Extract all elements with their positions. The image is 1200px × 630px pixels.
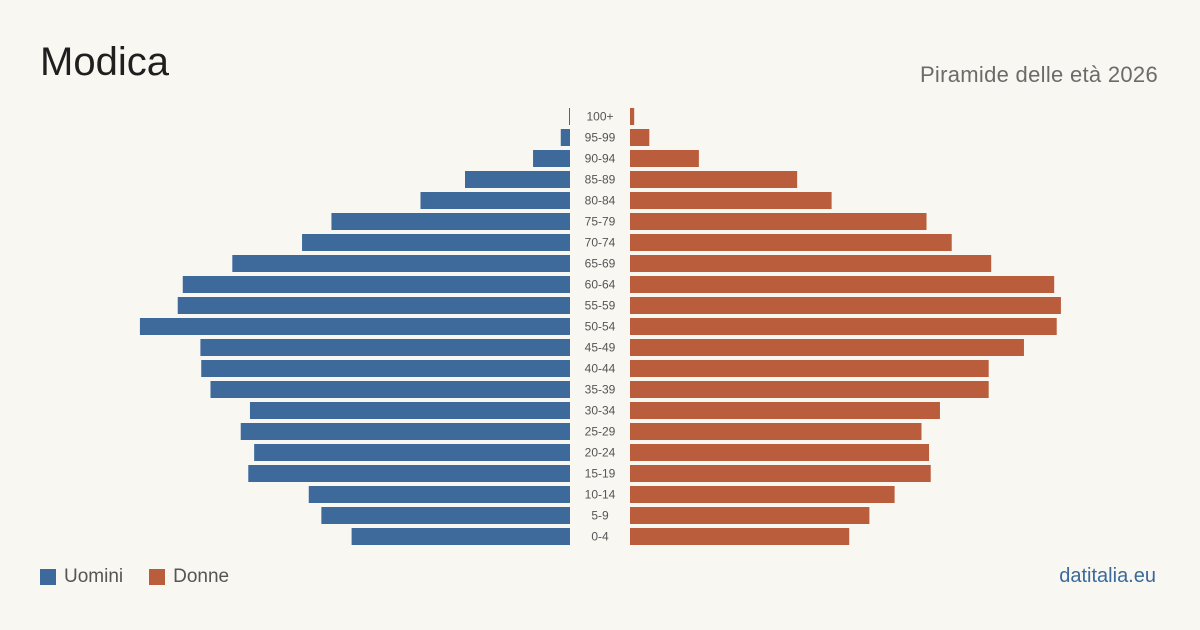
source-link[interactable]: datitalia.eu <box>1059 565 1156 587</box>
age-label-30-34: 30-34 <box>585 404 616 418</box>
bar-women-55-59 <box>630 297 1061 314</box>
legend-label-women: Donne <box>173 566 230 587</box>
bar-women-50-54 <box>630 318 1057 335</box>
bar-men-80-84 <box>420 192 570 209</box>
age-label-50-54: 50-54 <box>585 320 616 334</box>
age-label-95-99: 95-99 <box>585 131 616 145</box>
bar-women-15-19 <box>630 465 931 482</box>
bar-men-20-24 <box>254 444 570 461</box>
age-label-70-74: 70-74 <box>585 236 616 250</box>
age-label-90-94: 90-94 <box>585 152 616 166</box>
bar-men-100plus <box>569 108 570 125</box>
bar-men-40-44 <box>201 360 571 377</box>
bar-men-55-59 <box>177 297 570 314</box>
bar-men-90-94 <box>533 150 570 167</box>
bar-women-30-34 <box>630 402 940 419</box>
bar-women-20-24 <box>630 444 930 461</box>
bar-women-45-49 <box>630 339 1024 356</box>
bar-men-60-64 <box>182 276 570 293</box>
bar-men-10-14 <box>308 486 570 503</box>
bar-women-5-9 <box>630 507 870 524</box>
bar-men-95-99 <box>560 129 570 146</box>
bar-women-35-39 <box>630 381 989 398</box>
age-label-40-44: 40-44 <box>585 362 616 376</box>
bar-women-85-89 <box>630 171 798 188</box>
bar-men-5-9 <box>321 507 570 524</box>
bar-men-45-49 <box>200 339 570 356</box>
bar-men-35-39 <box>210 381 571 398</box>
age-label-55-59: 55-59 <box>585 299 616 313</box>
chart-subtitle: Piramide delle età 2026 <box>919 62 1158 87</box>
bar-women-40-44 <box>630 360 989 377</box>
age-label-35-39: 35-39 <box>585 383 616 397</box>
age-label-10-14: 10-14 <box>585 488 616 502</box>
bar-women-60-64 <box>630 276 1055 293</box>
bar-men-30-34 <box>249 402 570 419</box>
bar-women-90-94 <box>630 150 699 167</box>
bar-women-70-74 <box>630 234 952 251</box>
age-label-80-84: 80-84 <box>585 194 616 208</box>
bar-men-25-29 <box>240 423 570 440</box>
age-label-85-89: 85-89 <box>585 173 616 187</box>
chart-title: Modica <box>40 40 169 84</box>
bar-men-0-4 <box>351 528 570 545</box>
bar-women-10-14 <box>630 486 895 503</box>
bar-women-80-84 <box>630 192 832 209</box>
bar-men-15-19 <box>248 465 570 482</box>
age-label-15-19: 15-19 <box>585 467 616 481</box>
age-label-100plus: 100+ <box>586 110 613 124</box>
legend-swatch-women <box>149 569 166 585</box>
bar-women-75-79 <box>630 213 927 230</box>
bar-men-85-89 <box>465 171 570 188</box>
bar-men-75-79 <box>331 213 570 230</box>
age-label-25-29: 25-29 <box>585 425 616 439</box>
legend-item-men: Uomini <box>40 566 123 588</box>
bar-women-0-4 <box>630 528 850 545</box>
age-label-60-64: 60-64 <box>585 278 616 292</box>
bar-women-65-69 <box>630 255 992 272</box>
legend-item-women: Donne <box>149 566 229 588</box>
bar-men-50-54 <box>139 318 571 335</box>
age-label-20-24: 20-24 <box>585 446 616 460</box>
bar-women-95-99 <box>630 129 650 146</box>
legend: Uomini Donne <box>40 566 255 588</box>
age-label-5-9: 5-9 <box>591 509 609 523</box>
bar-men-65-69 <box>232 255 570 272</box>
legend-label-men: Uomini <box>64 566 124 587</box>
age-label-75-79: 75-79 <box>585 215 616 229</box>
legend-swatch-men <box>40 569 56 585</box>
bar-women-100plus <box>630 108 635 125</box>
bar-women-25-29 <box>630 423 922 440</box>
age-label-0-4: 0-4 <box>591 530 609 544</box>
age-label-65-69: 65-69 <box>585 257 616 271</box>
bar-men-70-74 <box>302 234 570 251</box>
age-label-45-49: 45-49 <box>585 341 616 355</box>
